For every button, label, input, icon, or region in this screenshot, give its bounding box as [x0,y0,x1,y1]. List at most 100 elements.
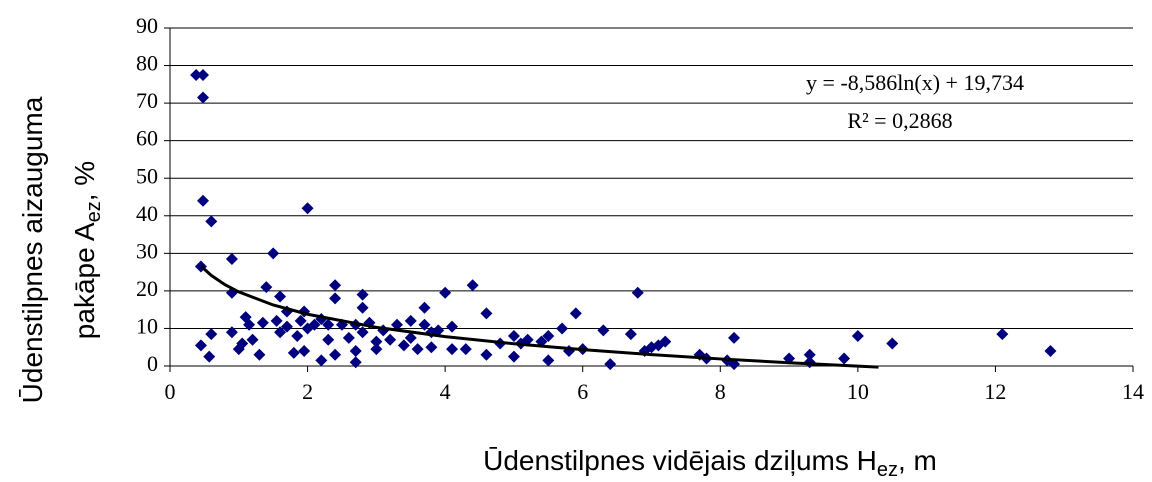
point [728,331,741,344]
point [521,333,534,346]
point [446,343,459,356]
y-tick-label: 0 [147,351,158,376]
point [194,339,207,352]
point [384,333,397,346]
y-tick-label: 10 [136,313,158,338]
r-squared: R² = 0,2868 [847,108,952,133]
y-tick-label: 20 [136,276,158,301]
point [274,290,287,303]
point [225,326,238,339]
point [329,348,342,361]
point [287,346,300,359]
point [301,202,314,215]
x-label-sub: ez [877,459,898,481]
point [425,341,438,354]
x-tick-label: 14 [1122,379,1144,404]
point [838,352,851,365]
point [466,279,479,292]
point [329,292,342,305]
point [432,324,445,337]
trend-equation: y = -8,586ln(x) + 19,734 [806,70,1024,95]
point [404,331,417,344]
point [597,324,610,337]
x-label-part: , m [898,445,937,476]
x-tick-label: 4 [440,379,451,404]
y-axis-label: pakāpe Aez, % [69,161,105,339]
point [253,348,266,361]
point [349,356,362,369]
point [439,286,452,299]
y-label-sub: ez [83,201,105,222]
point [542,329,555,342]
point [542,354,555,367]
point [197,91,210,104]
point [370,335,383,348]
point [624,328,637,341]
point [631,286,644,299]
point [205,215,218,228]
x-label-part: Ūdenstilpnes vidējais dziļums H [483,445,877,476]
point [322,318,335,331]
point [298,344,311,357]
point [397,339,410,352]
point [569,307,582,320]
point [225,252,238,265]
point [190,68,203,81]
point [356,301,369,314]
point [270,314,283,327]
point [404,314,417,327]
point [418,318,431,331]
point [267,247,280,260]
point [459,343,472,356]
point [243,318,256,331]
x-tick-label: 8 [715,379,726,404]
point [604,358,617,371]
point [197,194,210,207]
point [356,326,369,339]
point [308,318,321,331]
point [886,337,899,350]
point [315,354,328,367]
y-label-part: , % [69,161,100,201]
y-tick-label: 60 [136,126,158,151]
point [659,335,672,348]
point [556,322,569,335]
point [507,329,520,342]
point [329,279,342,292]
point [411,343,424,356]
point [256,316,269,329]
point [203,350,216,363]
point [996,328,1009,341]
x-tick-label: 10 [847,379,869,404]
point [356,288,369,301]
y-tick-label: 30 [136,238,158,263]
point [322,333,335,346]
point [342,331,355,344]
x-tick-label: 0 [165,379,176,404]
y-label-part: pakāpe A [69,222,100,339]
y-tick-label: 90 [136,13,158,38]
point [480,348,493,361]
point [294,314,307,327]
y-tick-label: 80 [136,51,158,76]
y-tick-label: 40 [136,201,158,226]
point [274,326,287,339]
point [291,329,304,342]
point [205,328,218,341]
point [1044,344,1057,357]
x-axis-label: Ūdenstilpnes vidējais dziļums Hez, m [483,445,937,481]
point [803,348,816,361]
x-tick-label: 12 [984,379,1006,404]
y-tick-label: 70 [136,88,158,113]
point [851,329,864,342]
point [260,281,273,294]
point [280,320,293,333]
point [197,68,210,81]
point [507,350,520,363]
point [390,318,403,331]
point [480,307,493,320]
point [446,320,459,333]
point [246,333,259,346]
point [349,344,362,357]
